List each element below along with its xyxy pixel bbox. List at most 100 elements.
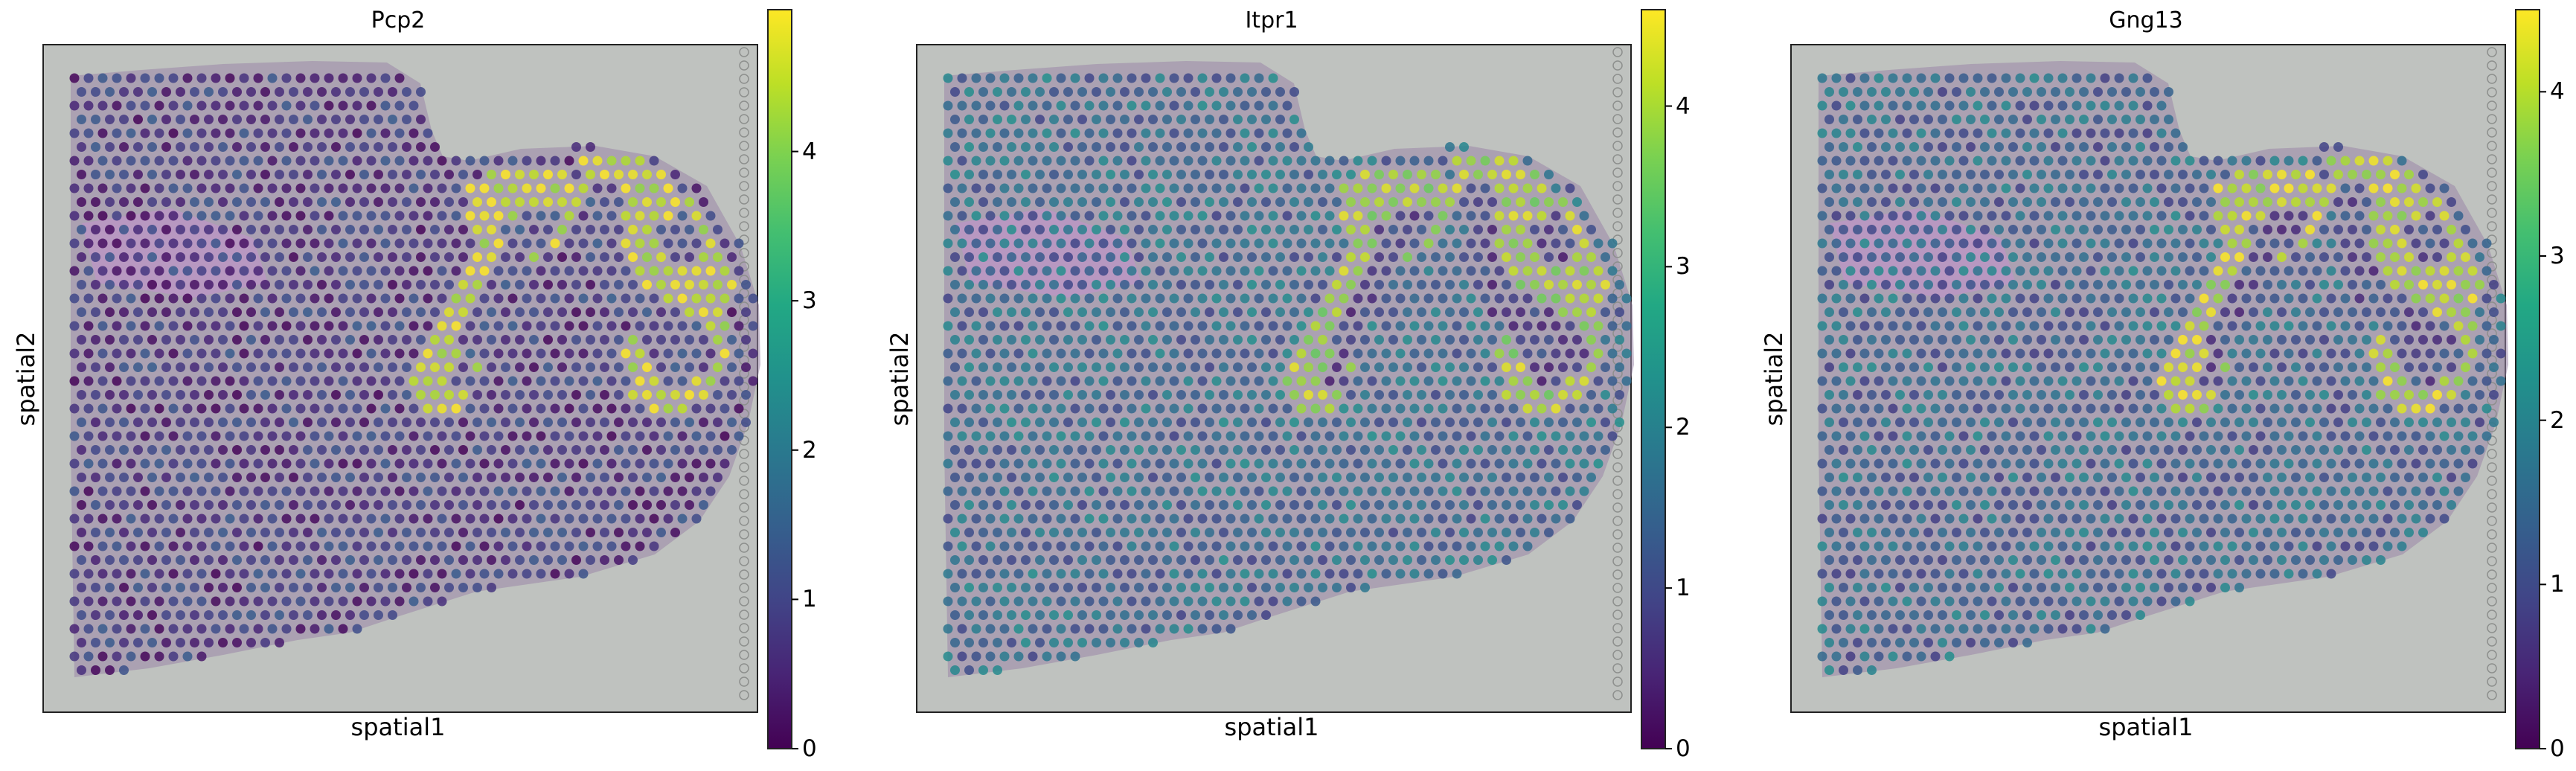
spot <box>2206 170 2216 179</box>
spot <box>621 541 631 551</box>
spot <box>1261 252 1271 262</box>
spot <box>91 335 100 345</box>
spot <box>1013 183 1024 193</box>
spot <box>1845 238 1856 249</box>
spot <box>578 403 589 414</box>
spot <box>2362 362 2371 372</box>
spot <box>295 569 306 579</box>
spot <box>2404 252 2414 262</box>
spot <box>1867 197 1877 207</box>
spot <box>2255 156 2266 166</box>
spot <box>2192 418 2202 427</box>
spot <box>1169 293 1179 304</box>
spot <box>1063 528 1073 537</box>
spot <box>2043 541 2054 551</box>
spot <box>352 541 362 551</box>
spot <box>295 321 306 331</box>
spot <box>2086 211 2096 221</box>
spot <box>1028 403 1038 414</box>
spot <box>2051 280 2060 289</box>
spot <box>225 73 235 83</box>
spot <box>1112 486 1123 496</box>
spot <box>649 514 659 524</box>
spot <box>1176 528 1186 537</box>
spot <box>1240 238 1250 249</box>
spot <box>1084 569 1095 579</box>
colorbar-tick-label: 4 <box>802 138 817 165</box>
spot <box>352 211 362 221</box>
spot <box>2107 500 2117 510</box>
spot <box>408 100 419 111</box>
spot <box>2008 362 2018 372</box>
spot <box>161 638 171 647</box>
spot <box>1417 335 1426 345</box>
spot <box>2404 500 2414 510</box>
spot <box>1261 473 1271 482</box>
spot <box>239 100 249 111</box>
spot <box>211 321 221 331</box>
spot <box>1191 500 1200 510</box>
spot <box>1021 610 1031 620</box>
spot <box>592 266 603 276</box>
spot <box>1254 128 1264 138</box>
spot <box>324 128 334 138</box>
spot <box>77 418 86 427</box>
spot <box>1275 87 1285 97</box>
spot <box>720 458 730 469</box>
spot <box>303 170 313 179</box>
spot <box>1127 569 1137 579</box>
spot <box>2185 183 2195 193</box>
spot <box>2015 514 2025 524</box>
spot <box>1148 115 1158 124</box>
spot <box>1318 225 1327 234</box>
spot <box>2312 458 2322 469</box>
spot <box>211 348 221 359</box>
spot <box>2439 431 2450 441</box>
spot <box>957 238 967 249</box>
spot <box>204 362 214 372</box>
spot <box>1233 583 1243 592</box>
spot <box>1261 390 1271 400</box>
spot <box>69 156 80 166</box>
spot <box>105 665 115 675</box>
spot <box>2093 142 2103 152</box>
spot <box>1106 87 1115 97</box>
spot <box>1522 431 1533 441</box>
spot <box>2397 321 2407 331</box>
spot <box>2284 514 2294 524</box>
spot <box>1098 293 1109 304</box>
spot <box>408 156 419 166</box>
spot <box>2008 555 2018 565</box>
spot <box>957 156 967 166</box>
spot <box>2001 376 2011 386</box>
spot <box>978 418 988 427</box>
spot <box>2100 266 2110 276</box>
spot <box>993 280 1002 289</box>
spot <box>1881 418 1891 427</box>
spot <box>649 266 659 276</box>
spot <box>1615 418 1624 427</box>
spot <box>713 445 723 455</box>
spot <box>943 211 953 221</box>
spot <box>2305 528 2315 537</box>
spot <box>628 445 638 455</box>
spot <box>2312 541 2322 551</box>
spot <box>352 156 362 166</box>
spot <box>1106 335 1115 345</box>
spot <box>2269 211 2280 221</box>
spot <box>1367 238 1377 249</box>
spot <box>1987 431 1997 441</box>
y-axis-label: spatial2 <box>885 331 914 426</box>
spot <box>1134 170 1144 179</box>
spot <box>1205 335 1214 345</box>
spot <box>2093 307 2103 317</box>
spot <box>1980 197 1990 207</box>
spot <box>253 486 263 496</box>
spot <box>112 100 122 111</box>
spot <box>225 348 235 359</box>
spot <box>1360 445 1370 455</box>
spot <box>1191 583 1200 592</box>
spot <box>1127 100 1137 111</box>
spot <box>943 541 953 551</box>
spot <box>267 183 278 193</box>
